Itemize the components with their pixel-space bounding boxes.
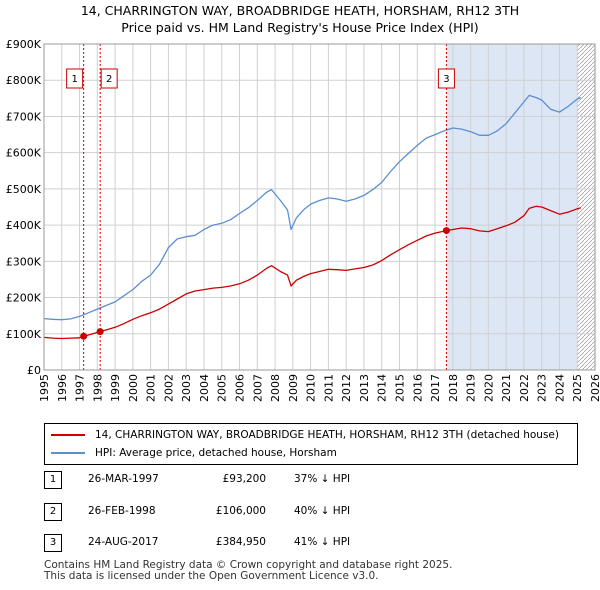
x-tick-label: 2003 (180, 374, 193, 402)
sale-date: 26-FEB-1998 (88, 505, 156, 517)
x-tick-label: 2006 (234, 374, 247, 402)
x-tick-label: 2013 (358, 374, 371, 402)
x-tick-label: 2010 (305, 374, 318, 402)
sale-price: £106,000 (215, 505, 266, 517)
legend-label-property: 14, CHARRINGTON WAY, BROADBRIDGE HEATH, … (95, 429, 559, 441)
x-tick-label: 2002 (162, 374, 175, 402)
sale-point (80, 332, 88, 340)
y-tick-label: £400K (6, 219, 42, 232)
sale-hpi-diff: 40% ↓ HPI (294, 505, 351, 517)
plot-frame (43, 43, 596, 371)
x-tick-label: 1998 (91, 374, 104, 402)
x-tick-label: 2019 (465, 374, 478, 402)
y-tick-label: £0 (27, 364, 41, 377)
y-tick-label: £700K (6, 110, 42, 123)
y-tick-label: £800K (6, 74, 42, 87)
legend-label-hpi: HPI: Average price, detached house, Hors… (95, 447, 337, 459)
sale-hpi-diff: 37% ↓ HPI (294, 473, 351, 485)
x-tick-label: 2022 (518, 374, 531, 402)
sale-badge-box (437, 68, 455, 89)
sale-badge-label: 3 (443, 74, 449, 85)
sale-badge-label: 2 (106, 74, 112, 85)
chart-legend: 14, CHARRINGTON WAY, BROADBRIDGE HEATH, … (44, 423, 578, 465)
x-tick-label: 2014 (376, 374, 389, 402)
footer-line1: Contains HM Land Registry data © Crown c… (44, 559, 453, 571)
x-tick-label: 2024 (553, 374, 566, 402)
legend-swatch-property (51, 434, 85, 436)
x-tick-label: 2005 (216, 374, 229, 402)
x-tick-label: 2012 (340, 374, 353, 402)
x-tick-label: 2016 (411, 374, 424, 402)
sale-date: 26-MAR-1997 (88, 473, 159, 485)
y-tick-label: £600K (6, 147, 42, 160)
sale-hpi-diff: 41% ↓ HPI (294, 536, 351, 548)
sale-marker-badge: 3 (44, 534, 62, 552)
y-tick-label: £100K (6, 328, 42, 341)
x-tick-label: 1999 (109, 374, 122, 402)
chart-title-line1: 14, CHARRINGTON WAY, BROADBRIDGE HEATH, … (80, 3, 520, 18)
legend-item-property: 14, CHARRINGTON WAY, BROADBRIDGE HEATH, … (51, 426, 559, 444)
footer-line2: This data is licensed under the Open Gov… (44, 570, 379, 582)
y-tick-label: £500K (6, 183, 42, 196)
post-sale-shade (446, 44, 578, 370)
x-tick-label: 2023 (536, 374, 549, 402)
sale-price: £384,950 (215, 536, 266, 548)
x-tick-label: 2025 (571, 374, 584, 402)
footer-attribution: Contains HM Land Registry data © Crown c… (44, 560, 452, 582)
y-tick-label: £200K (6, 292, 42, 305)
x-tick-label: 1995 (38, 374, 51, 402)
sale-badge-box (66, 68, 84, 89)
x-tick-label: 2007 (251, 374, 264, 402)
sale-marker-badge: 2 (44, 503, 62, 521)
legend-swatch-hpi (51, 452, 85, 454)
sale-price: £93,200 (222, 473, 266, 485)
x-tick-label: 2018 (447, 374, 460, 402)
x-tick-label: 2011 (322, 374, 335, 402)
x-tick-label: 2017 (429, 374, 442, 402)
x-tick-label: 2008 (269, 374, 282, 402)
y-tick-label: £900K (6, 38, 42, 51)
sale-point (442, 227, 450, 235)
x-tick-label: 2001 (145, 374, 158, 402)
sale-row: 2 26-FEB-1998 £106,000 40% ↓ HPI (44, 503, 584, 523)
x-tick-label: 1997 (74, 374, 87, 402)
x-tick-label: 2015 (393, 374, 406, 402)
sale-date: 24-AUG-2017 (88, 536, 159, 548)
sale-row: 3 24-AUG-2017 £384,950 41% ↓ HPI (44, 534, 584, 554)
x-tick-label: 2000 (127, 374, 140, 402)
x-tick-label: 2009 (287, 374, 300, 402)
x-tick-label: 2020 (482, 374, 495, 402)
sale-marker-badge: 1 (44, 471, 62, 489)
price-chart: 1 2 3 £0 £100K £200K £300K £400K £500K £600K £700… (6, 38, 600, 402)
sale-badge-box (100, 68, 118, 89)
legend-item-hpi: HPI: Average price, detached house, Hors… (51, 444, 337, 462)
hpi-line (43, 94, 582, 321)
y-tick-label: £300K (6, 255, 42, 268)
x-tick-label: 2021 (500, 374, 513, 402)
property-price-line (43, 205, 581, 340)
x-tick-label: 1996 (56, 374, 69, 402)
sale-point (96, 328, 104, 336)
forecast-hatch (577, 44, 595, 370)
x-tick-label: 2004 (198, 374, 211, 402)
chart-title-line2: Price paid vs. HM Land Registry's House … (121, 20, 479, 35)
sale-row: 1 26-MAR-1997 £93,200 37% ↓ HPI (44, 471, 584, 491)
x-tick-label: 2026 (589, 374, 600, 402)
sale-badge-label: 1 (71, 74, 77, 85)
